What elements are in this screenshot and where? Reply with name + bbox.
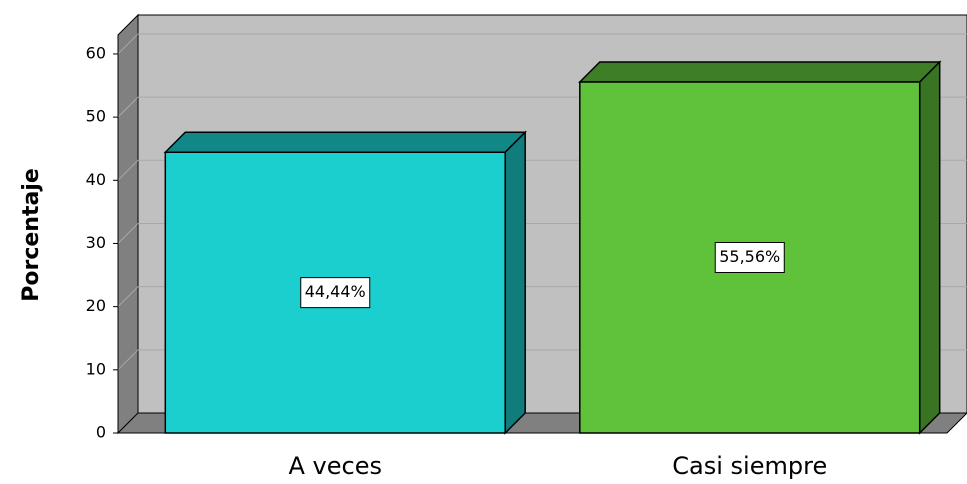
grid-line — [117, 223, 139, 244]
bar-top — [577, 61, 942, 83]
grid-line — [117, 349, 139, 371]
grid-line — [117, 33, 139, 55]
y-tick-label: 30 — [86, 233, 106, 252]
y-tick-label: 40 — [86, 170, 106, 189]
y-tick-label: 20 — [86, 296, 106, 315]
grid-line — [117, 159, 139, 181]
y-axis-label: Porcentaje — [19, 168, 44, 302]
grid-line — [117, 286, 139, 308]
bar-side — [504, 130, 526, 435]
value-label-box — [300, 277, 371, 309]
y-tick-label: 60 — [86, 43, 106, 62]
grid-line — [117, 96, 139, 118]
value-label: 55,56% — [719, 247, 780, 266]
x-tick-label: Casi siempre — [672, 452, 827, 480]
bar-top — [163, 131, 528, 154]
y-tick-label: 50 — [86, 107, 106, 126]
value-label-box — [714, 242, 785, 274]
value-label: 44,44% — [305, 282, 366, 301]
y-tick-label: 0 — [96, 423, 106, 442]
bar-side — [918, 60, 941, 435]
y-tick-label: 10 — [86, 359, 106, 378]
left-wall — [117, 13, 139, 435]
x-tick-label: A veces — [289, 452, 382, 480]
